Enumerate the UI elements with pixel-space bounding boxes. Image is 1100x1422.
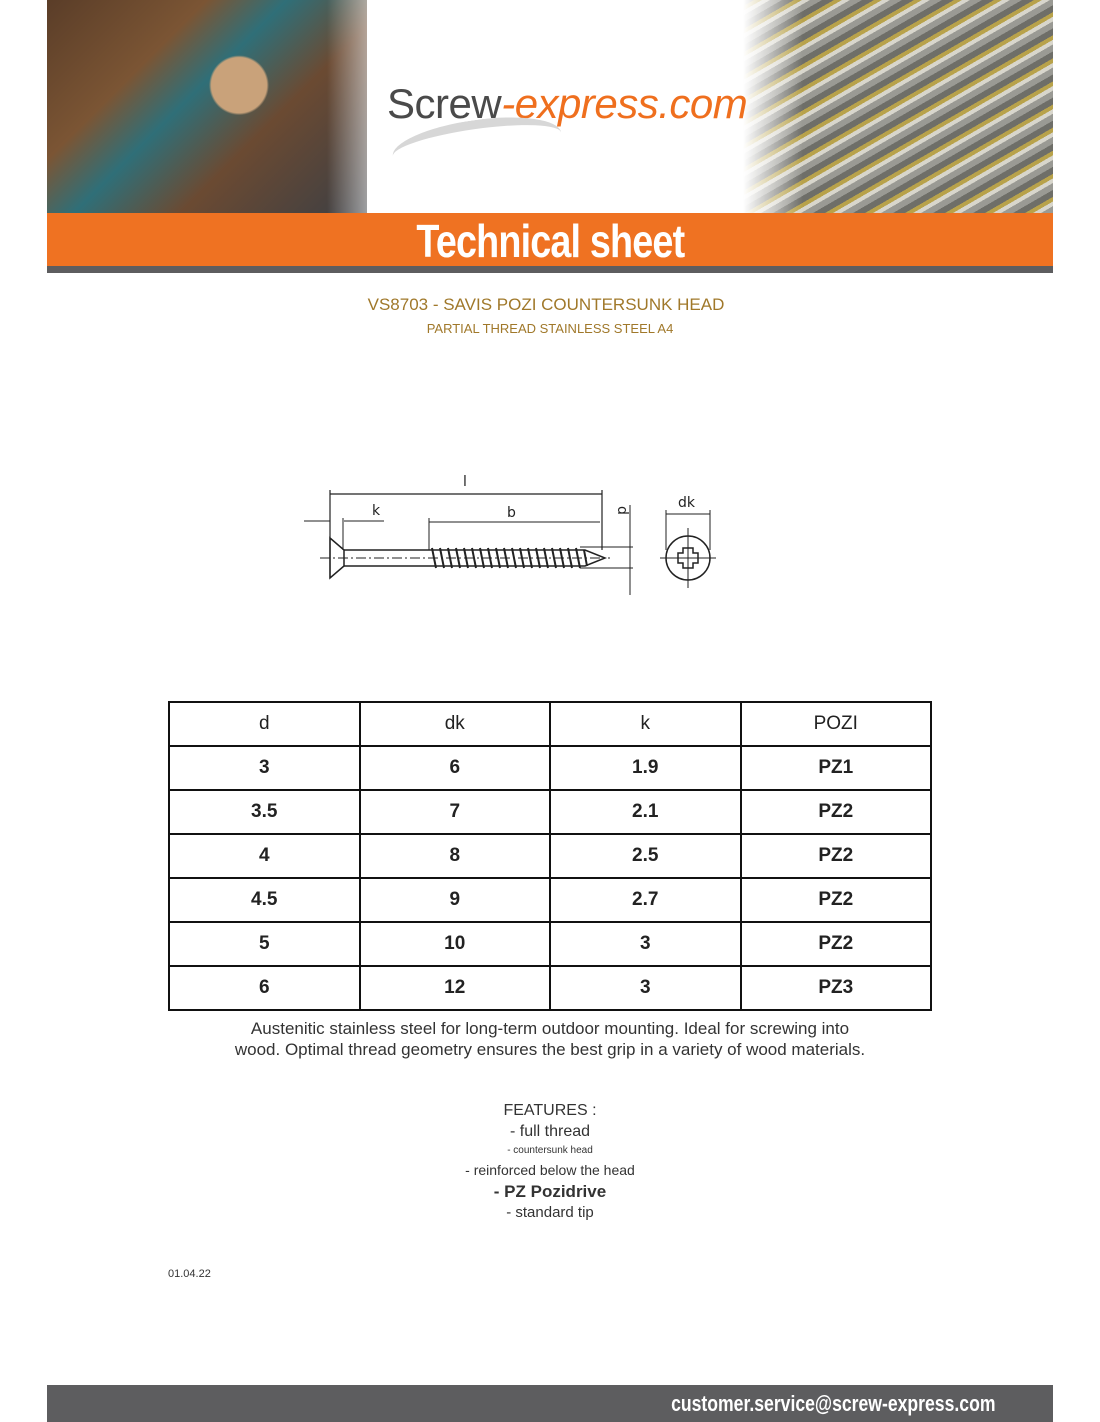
cell: 10 (358, 921, 551, 967)
toolbox-photo (47, 0, 407, 213)
cell: PZ2 (739, 921, 932, 967)
feature-item: - PZ Pozidrive (493, 1182, 607, 1201)
label-d: d (614, 506, 630, 515)
cell: 4 (168, 833, 361, 879)
cell: 8 (358, 833, 551, 879)
table-row: 6 12 3 PZ3 (168, 965, 932, 1011)
cell: PZ2 (739, 789, 932, 835)
cell: 12 (358, 965, 551, 1011)
cell: 5 (168, 921, 361, 967)
product-subtitle: PARTIAL THREAD STAINLESS STEEL A4 (426, 321, 674, 336)
cell: PZ1 (739, 745, 932, 791)
cell: 4.5 (168, 877, 361, 923)
cell: 6 (358, 745, 551, 791)
features-list: FEATURES : - full thread - countersunk h… (0, 1100, 1100, 1223)
table-row: 4 8 2.5 PZ2 (168, 833, 932, 879)
feature-item: - standard tip (506, 1204, 594, 1221)
feature-item: - full thread (509, 1123, 591, 1140)
contact-email[interactable]: customer.service@screw-express.com (670, 1391, 995, 1416)
table-row: 3 6 1.9 PZ1 (168, 745, 932, 791)
banner-title: Technical sheet (416, 215, 685, 267)
description-line: wood. Optimal thread geometry ensures th… (234, 1040, 866, 1059)
cell: 9 (358, 877, 551, 923)
screws-photo (743, 0, 1053, 213)
cell: 3 (549, 965, 742, 1011)
header-pozi: POZI (739, 701, 932, 747)
label-b: b (507, 505, 516, 521)
cell: 1.9 (549, 745, 742, 791)
cell: 2.7 (549, 877, 742, 923)
features-heading: FEATURES : (503, 1102, 597, 1119)
divider (47, 266, 1053, 273)
footer: customer.service@screw-express.com (47, 1385, 1053, 1422)
cell: 3 (168, 745, 361, 791)
header-d: d (168, 701, 361, 747)
screw-drawing: l k b d dk (304, 474, 716, 595)
cell: PZ2 (739, 833, 932, 879)
description-line: Austenitic stainless steel for long-term… (250, 1019, 850, 1038)
header-k: k (549, 701, 742, 747)
cell: 3.5 (168, 789, 361, 835)
header-banner: Screw-express.com (47, 0, 1053, 213)
title-band: Technical sheet (47, 213, 1053, 267)
description: Austenitic stainless steel for long-term… (0, 1018, 1100, 1060)
table-header-row: d dk k POZI (168, 701, 932, 747)
cell: PZ2 (739, 877, 932, 923)
cell: 2.1 (549, 789, 742, 835)
dimensions-table: d dk k POZI 3 6 1.9 PZ1 3.5 7 2.1 PZ2 4 8 2.5 PZ2… (168, 701, 932, 1011)
table-row: 5 10 3 PZ2 (168, 921, 932, 967)
header-dk: dk (358, 701, 551, 747)
logo: Screw-express.com (387, 80, 748, 127)
date: 01.04.22 (168, 1268, 211, 1280)
cell: PZ3 (739, 965, 932, 1011)
feature-item: - reinforced below the head (465, 1162, 635, 1178)
table-row: 3.5 7 2.1 PZ2 (168, 789, 932, 835)
cell: 3 (549, 921, 742, 967)
label-dk: dk (678, 495, 696, 511)
cell: 6 (168, 965, 361, 1011)
feature-item: - countersunk head (507, 1145, 593, 1156)
table-row: 4.5 9 2.7 PZ2 (168, 877, 932, 923)
cell: 2.5 (549, 833, 742, 879)
label-k: k (372, 503, 381, 519)
product-title: VS8703 - SAVIS POZI COUNTERSUNK HEAD (367, 295, 725, 314)
cell: 7 (358, 789, 551, 835)
label-l: l (463, 474, 467, 490)
